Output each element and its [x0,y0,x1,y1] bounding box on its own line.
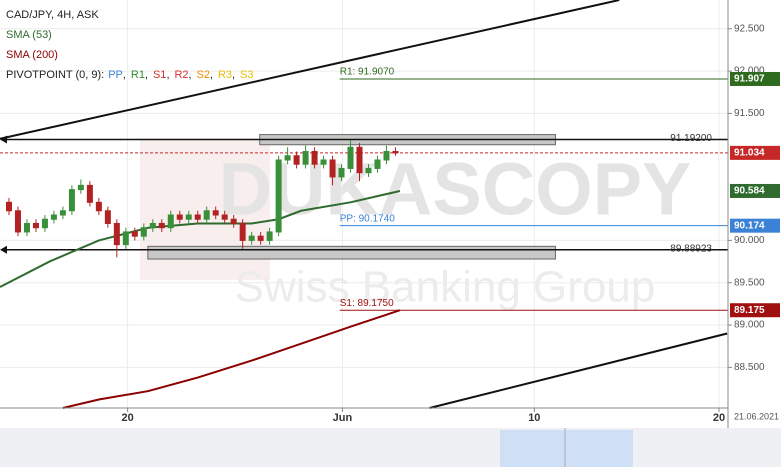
legend-entry: SMA (53) [6,29,52,41]
candle-body [185,214,192,220]
candle-body [68,189,75,212]
candle-body [194,214,201,220]
legend-item: R2 [174,69,188,81]
candle-body [248,235,255,241]
navigator [0,428,781,467]
legend-item: S1 [153,69,166,81]
candle-body [176,214,183,220]
pivot-label: S1: 89.1750 [340,298,394,309]
candle-body [104,210,111,224]
candle-body [347,146,354,169]
legend-item: PP [108,69,123,81]
x-tick-label: 20 [121,412,133,424]
price-tag-label: 90.584 [734,186,765,197]
candle-body [158,222,165,229]
legend-item: S2 [197,69,210,81]
candle-body [167,214,174,229]
legend-separator: , [232,69,235,81]
candle-body [221,214,228,220]
candle-body [266,231,273,241]
sma-line [62,309,401,409]
candle-body [284,155,291,161]
chart-title: CAD/JPY, 4H, ASK [6,9,99,21]
y-tick-label: 88.500 [734,362,765,373]
candle-body [113,222,120,246]
pivot-label: PP: 90.1740 [340,213,395,224]
candle-body [86,184,93,203]
y-tick-label: 92.000 [734,66,765,77]
candle-body [140,227,147,237]
price-tag [730,183,780,198]
candle-body [392,151,399,154]
candle-body [302,151,309,165]
zone [147,245,556,260]
candle-body [95,201,102,212]
price-tag [730,145,780,160]
trendline [429,332,728,409]
y-tick-label: 89.500 [734,277,765,288]
level-arrow [0,245,7,254]
legend-item: R1 [131,69,145,81]
candle-body [131,231,138,237]
candle-body [23,222,30,233]
price-tag [730,218,780,233]
candle-body [356,146,363,174]
candle-body [383,151,390,161]
candle-body [365,167,372,174]
candle-body [230,218,237,224]
price-tag-label: 90.174 [734,220,765,231]
level-label: 89.88923 [670,243,712,254]
legend-separator: , [189,69,192,81]
level-label: 91.19200 [670,133,712,144]
y-tick-label: 89.000 [734,320,765,331]
y-tick-label: 91.500 [734,108,765,119]
legend-item: R3 [218,69,232,81]
candle-body [14,210,21,233]
candle-body [149,222,156,229]
legend-item: S3 [240,69,253,81]
candle-body [203,210,210,220]
candle-body [320,159,327,165]
pivot-label: R1: 91.9070 [340,67,395,78]
watermark-text: Swiss Banking Group [235,263,656,312]
date-label: 21.06.2021 [734,411,779,421]
x-tick-label: 20 [713,412,725,424]
candle-body [338,167,345,178]
candle-body [311,151,318,165]
candle-body [5,201,12,212]
x-tick-label: 10 [528,412,540,424]
legend-separator: , [166,69,169,81]
legend-separator: , [145,69,148,81]
candle-body [329,159,336,178]
navigator-window [500,430,633,467]
candle-body [122,231,129,246]
price-tag [730,303,780,318]
legend-separator: , [123,69,126,81]
price-tag [730,71,780,86]
candle-body [275,159,282,233]
candle-body [374,159,381,169]
price-tag-label: 91.907 [734,74,765,85]
candle-body [212,210,219,216]
candle-body [59,210,66,216]
price-tag-label: 89.175 [734,305,765,316]
x-tick-label: Jun [333,412,353,424]
legend-entry: PIVOTPOINT (0, 9): [6,69,104,81]
candle-body [32,222,39,229]
candle-body [293,155,300,165]
price-tag-label: 91.034 [734,148,765,159]
candle-body [257,235,264,241]
candle-body [41,218,48,229]
candle-body [77,184,84,191]
trendline [0,0,620,140]
y-tick-label: 92.500 [734,23,765,34]
y-tick-label: 90.000 [734,235,765,246]
legend-separator: , [210,69,213,81]
legend-entry: SMA (200) [6,49,58,61]
candle-body [239,222,246,241]
candle-body [50,214,57,220]
